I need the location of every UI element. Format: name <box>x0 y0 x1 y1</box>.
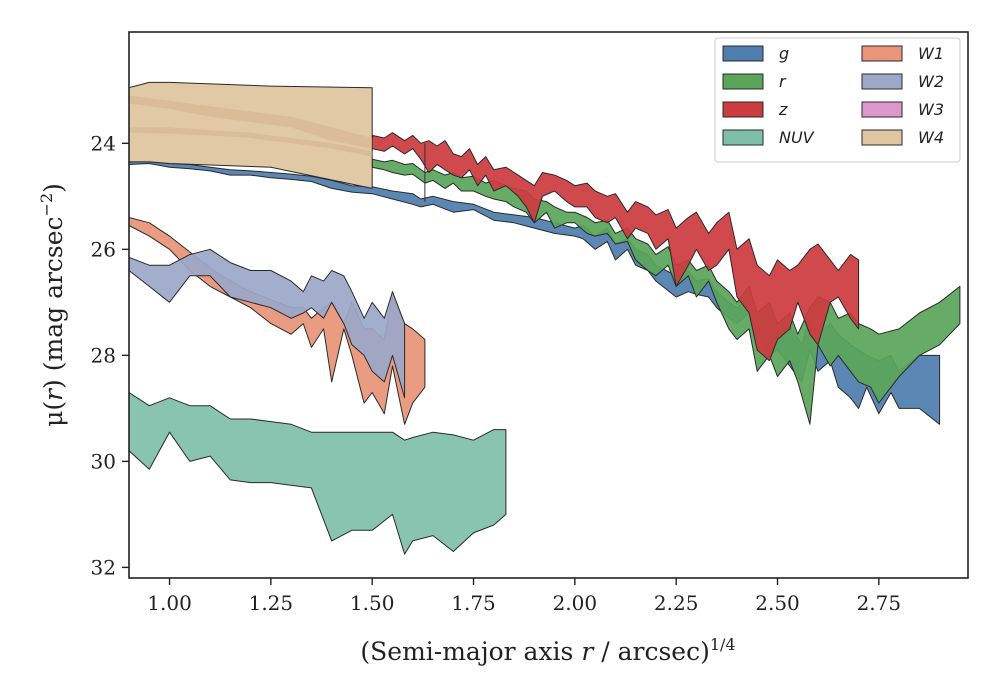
legend-swatch-nuv <box>722 129 764 146</box>
x-axis-label: (Semi-major axis r / arcsec)1/4 <box>360 635 735 666</box>
legend-label-z: z <box>778 100 788 119</box>
x-tick-label: 1.25 <box>249 591 294 615</box>
y-tick-label: 26 <box>91 237 116 261</box>
band-w2 <box>129 248 406 399</box>
legend-label-w4: W4 <box>918 128 944 147</box>
legend-swatch-w3 <box>861 101 903 118</box>
legend-swatch-g <box>722 45 764 62</box>
x-tick-label: 2.00 <box>553 591 598 615</box>
legend-label-w3: W3 <box>918 100 944 119</box>
legend-swatch-w1 <box>861 45 903 62</box>
x-tick-label: 1.50 <box>350 591 395 615</box>
y-tick-label: 30 <box>91 449 116 473</box>
plot-frame <box>128 31 969 579</box>
x-axis: 1.00 1.25 1.50 1.75 2.00 2.25 2.50 2.75 <box>147 578 901 615</box>
legend-label-g: g <box>779 44 789 63</box>
band-nuv <box>129 392 507 555</box>
x-tick-label: 2.75 <box>857 591 902 615</box>
x-tick-label: 2.25 <box>654 591 699 615</box>
y-tick-label: 24 <box>91 131 116 155</box>
x-tick-label: 1.75 <box>451 591 496 615</box>
overlay-layer <box>129 95 426 202</box>
x-tick-label: 2.50 <box>755 591 800 615</box>
w4-inner-trace-upper <box>129 95 373 149</box>
w4-inner-trace-lower <box>129 127 373 157</box>
legend-label-w2: W2 <box>918 72 944 91</box>
legend-label-r: r <box>779 72 787 91</box>
band-g <box>129 160 941 425</box>
y-axis-label: μ(r) (mag arcsec−2) <box>37 183 68 427</box>
legend-swatch-w4 <box>861 129 903 146</box>
x-tick-label: 1.00 <box>147 591 192 615</box>
legend-swatch-w2 <box>861 73 903 90</box>
y-tick-label: 28 <box>91 343 116 367</box>
legend-label-nuv: NUV <box>779 128 815 147</box>
legend-swatch-r <box>722 73 764 90</box>
band-r <box>371 158 961 425</box>
legend-label-w1: W1 <box>918 44 944 63</box>
band-z <box>371 132 860 362</box>
y-axis: 24 26 28 30 32 <box>91 131 129 579</box>
legend-swatch-z <box>722 101 764 118</box>
legend: grz NUV W1 W2 W3 W4 <box>714 37 961 163</box>
y-tick-label: 32 <box>91 555 116 579</box>
